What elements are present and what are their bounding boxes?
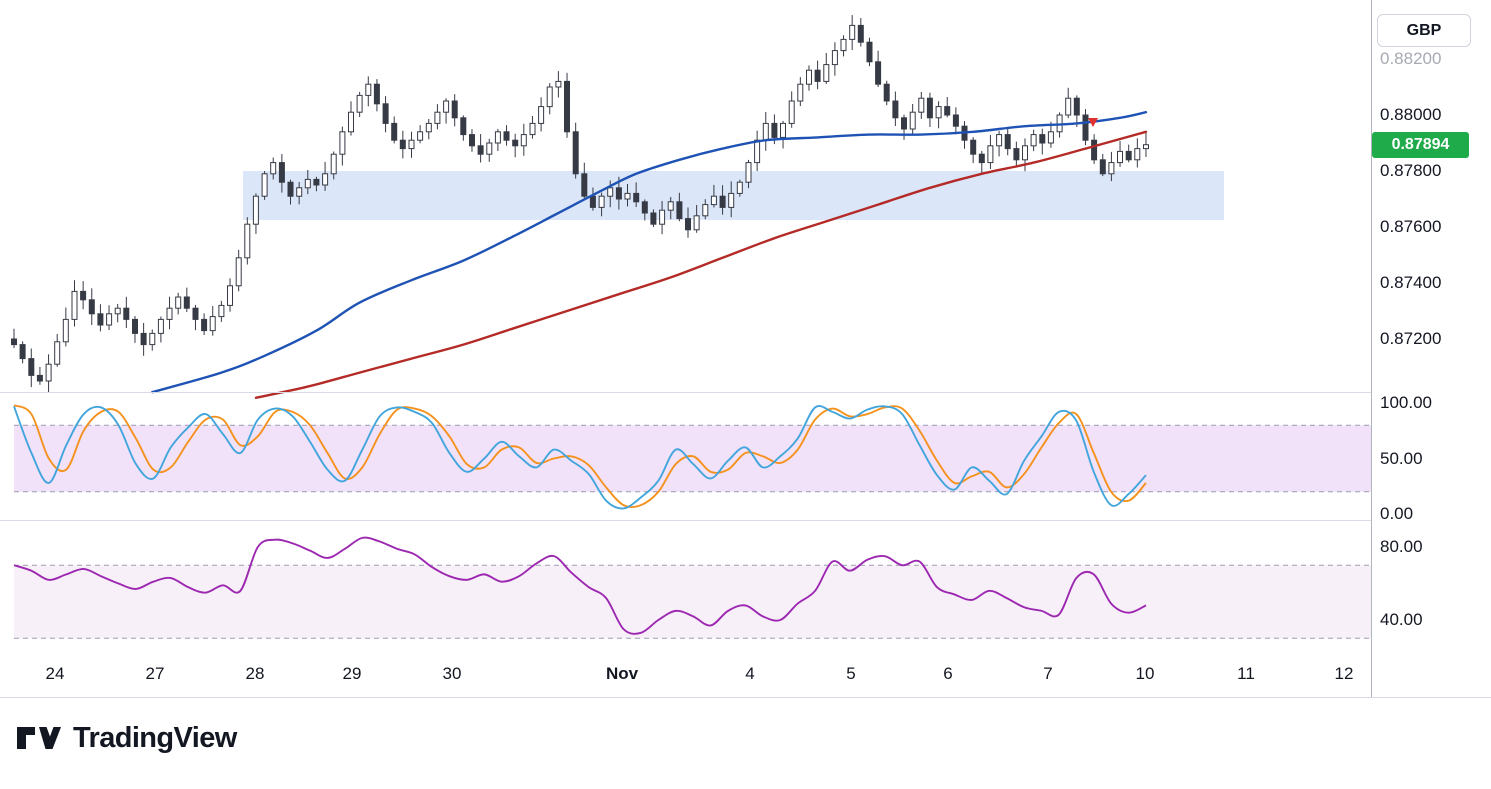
time-axis[interactable]: 24 27 28 29 30 Nov 4 5 6 7 10 11 12 xyxy=(0,651,1371,697)
time-axis-label: 11 xyxy=(1237,664,1255,683)
time-axis-label: 12 xyxy=(1334,664,1354,683)
axis-tick-label: 0.87200 xyxy=(1380,329,1442,348)
axis-tick-label: 100.00 xyxy=(1380,393,1432,412)
last-price-value: 0.87894 xyxy=(1391,136,1450,153)
time-axis-label: 7 xyxy=(1043,664,1053,683)
percent-d-line xyxy=(13,404,1147,509)
symbol-currency-label: GBP xyxy=(1406,21,1442,39)
rsi-line xyxy=(13,536,1147,635)
percent-k-line xyxy=(13,405,1147,510)
symbol-currency-button[interactable]: GBP xyxy=(1377,14,1471,47)
last-price-badge: 0.87894 xyxy=(1372,132,1469,158)
axis-tick-label: 0.88200 xyxy=(1380,49,1442,68)
chart-bottom-border xyxy=(0,697,1491,698)
tradingview-wordmark: TradingView xyxy=(73,721,237,754)
time-axis-label: 30 xyxy=(442,664,462,683)
stochastic-panel-band xyxy=(14,425,1371,492)
candlestick-series xyxy=(11,15,1149,393)
axis-tick-label: 40.00 xyxy=(1380,610,1423,629)
price-axis[interactable]: GBP 0.87894 0.88200 0.88000 0.87800 0.87600… xyxy=(1372,0,1491,697)
axis-tick-label: 80.00 xyxy=(1380,537,1423,556)
time-axis-label: 4 xyxy=(745,664,755,683)
time-axis-label: 6 xyxy=(943,664,953,683)
axis-tick-label: 0.87600 xyxy=(1380,217,1442,236)
panel-divider[interactable] xyxy=(0,392,1491,393)
axis-tick-label: 0.88000 xyxy=(1380,105,1442,124)
axis-tick-label: 50.00 xyxy=(1380,448,1423,468)
panel-divider[interactable] xyxy=(0,520,1491,521)
axis-tick-label: 0.87800 xyxy=(1380,161,1442,180)
time-axis-label: 27 xyxy=(145,664,165,683)
time-axis-label: Nov xyxy=(605,664,639,683)
time-axis-label: 10 xyxy=(1135,664,1155,683)
tradingview-logo[interactable]: TradingView xyxy=(16,720,237,756)
time-axis-label: 28 xyxy=(245,664,265,683)
ma-fast-line xyxy=(151,111,1148,394)
chart-canvas[interactable] xyxy=(0,0,1371,651)
axis-tick-label: 0.00 xyxy=(1380,504,1414,523)
rsi-panel-band xyxy=(14,565,1371,639)
tradingview-icon xyxy=(16,720,62,756)
time-axis-label: 24 xyxy=(45,664,65,683)
signal-marker-icon xyxy=(1088,118,1098,127)
time-axis-label: 29 xyxy=(342,664,362,683)
axis-tick-label: 0.87400 xyxy=(1380,273,1442,292)
ma-slow-line xyxy=(254,130,1148,399)
time-axis-label: 5 xyxy=(846,664,856,683)
price-axis-separator xyxy=(1371,0,1372,697)
